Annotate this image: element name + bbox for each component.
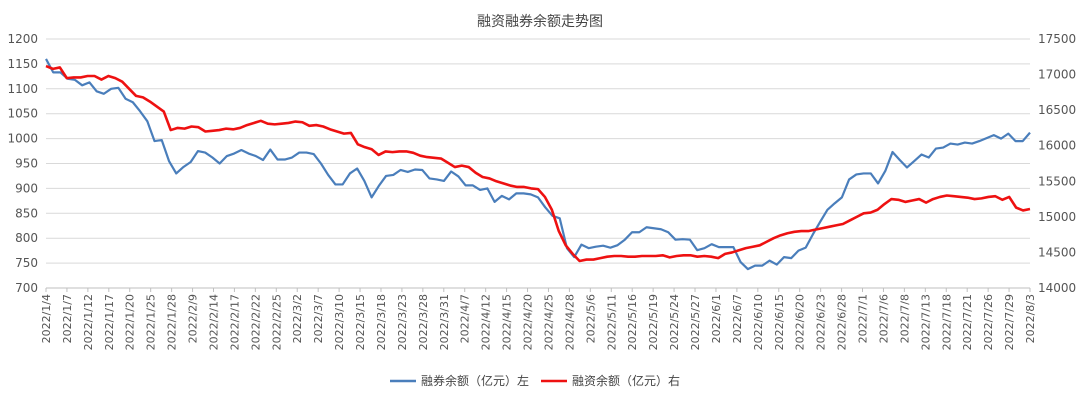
left-y-tick-label: 700 [15, 281, 38, 295]
x-tick-label: 2022/4/20 [522, 294, 535, 350]
x-tick-label: 2022/6/10 [752, 294, 765, 350]
x-tick-label: 2022/3/15 [354, 294, 367, 350]
x-tick-label: 2022/7/29 [1003, 294, 1016, 350]
x-tick-label: 2022/2/25 [270, 294, 283, 350]
x-tick-label: 2022/4/25 [542, 294, 555, 350]
x-tick-label: 2022/7/8 [898, 294, 911, 343]
x-tick-label: 2022/6/1 [710, 294, 723, 343]
x-tick-label: 2022/2/9 [187, 294, 200, 343]
x-tick-label: 2022/3/18 [375, 294, 388, 350]
x-tick-label: 2022/7/18 [940, 294, 953, 350]
x-tick-label: 2022/1/7 [61, 294, 74, 343]
left-y-tick-label: 1000 [7, 132, 38, 146]
x-tick-label: 2022/4/7 [459, 294, 472, 343]
series-line-2 [45, 64, 1031, 263]
right-y-tick-label: 14000 [1038, 281, 1076, 295]
x-tick-label: 2022/6/23 [815, 294, 828, 350]
x-tick-label: 2022/5/24 [668, 294, 681, 350]
left-y-tick-label: 1050 [7, 107, 38, 121]
x-tick-label: 2022/7/26 [982, 294, 995, 350]
x-tick-label: 2022/3/2 [291, 294, 304, 343]
left-y-tick-label: 1200 [7, 32, 38, 46]
grid-lines [46, 38, 1030, 289]
left-y-axis: 700 750 800 850 900 950 1000 1050 1100 1150 1200 [7, 32, 38, 295]
x-tick-label: 2022/7/21 [961, 294, 974, 350]
right-y-tick-label: 16000 [1038, 139, 1076, 153]
x-tick-label: 2022/7/1 [857, 294, 870, 343]
x-tick-label: 2022/5/16 [626, 294, 639, 350]
x-tick-label: 2022/6/15 [773, 294, 786, 350]
x-tick-label: 2022/6/28 [836, 294, 849, 350]
x-tick-label: 2022/4/15 [501, 294, 514, 350]
x-tick-label: 2022/7/6 [877, 294, 890, 343]
x-tick-label: 2022/7/13 [919, 294, 932, 350]
x-tick-label: 2022/3/10 [333, 294, 346, 350]
x-tick-label: 2022/5/19 [647, 294, 660, 350]
right-y-tick-label: 16500 [1038, 103, 1076, 117]
left-y-tick-label: 850 [15, 206, 38, 220]
chart-title: 融资融券余额走势图 [477, 13, 603, 30]
right-y-tick-label: 14500 [1038, 245, 1076, 259]
x-tick-label: 2022/1/25 [145, 294, 158, 350]
x-tick-label: 2022/2/14 [207, 294, 220, 350]
left-y-tick-label: 800 [15, 231, 38, 245]
right-y-tick-label: 17500 [1038, 32, 1076, 46]
left-y-tick-label: 1100 [7, 82, 38, 96]
series-layer [45, 58, 1031, 271]
x-tick-label: 2022/5/11 [605, 294, 618, 350]
x-axis: 2022/1/4 2022/1/7 2022/1/12 2022/1/17 2022/1… [40, 287, 1037, 350]
right-y-tick-label: 15000 [1038, 210, 1076, 224]
series-line-1 [45, 58, 1031, 271]
x-tick-label: 2022/4/12 [480, 294, 493, 350]
x-tick-label: 2022/2/22 [249, 294, 262, 350]
x-tick-label: 2022/4/28 [563, 294, 576, 350]
left-y-tick-label: 900 [15, 181, 38, 195]
x-tick-label: 2022/3/28 [417, 294, 430, 350]
right-y-axis: 14000 14500 15000 15500 16000 16500 17000 17500 [1038, 32, 1076, 295]
x-tick-label: 2022/2/17 [228, 294, 241, 350]
x-tick-label: 2022/6/7 [731, 294, 744, 343]
left-y-tick-label: 750 [15, 256, 38, 270]
legend: 融券余额（亿元）左 融资余额（亿元）右 [390, 373, 680, 388]
x-tick-label: 2022/5/27 [689, 294, 702, 350]
x-tick-label: 2022/6/20 [794, 294, 807, 350]
right-y-tick-label: 17000 [1038, 68, 1076, 82]
left-y-tick-label: 950 [15, 157, 38, 171]
x-tick-label: 2022/3/31 [438, 294, 451, 350]
x-tick-label: 2022/3/7 [312, 294, 325, 343]
left-y-tick-label: 1150 [7, 57, 38, 71]
x-tick-label: 2022/1/28 [166, 294, 179, 350]
x-tick-label: 2022/1/4 [40, 294, 53, 343]
x-tick-label: 2022/8/3 [1024, 294, 1037, 343]
x-tick-label: 2022/1/20 [124, 294, 137, 350]
x-tick-label: 2022/1/17 [103, 294, 116, 350]
x-tick-label: 2022/5/6 [584, 294, 597, 343]
legend-label-series-1: 融券余额（亿元）左 [421, 373, 529, 388]
right-y-tick-label: 15500 [1038, 174, 1076, 188]
x-tick-label: 2022/1/12 [82, 294, 95, 350]
x-tick-label: 2022/3/23 [396, 294, 409, 350]
legend-label-series-2: 融资余额（亿元）右 [572, 373, 680, 388]
